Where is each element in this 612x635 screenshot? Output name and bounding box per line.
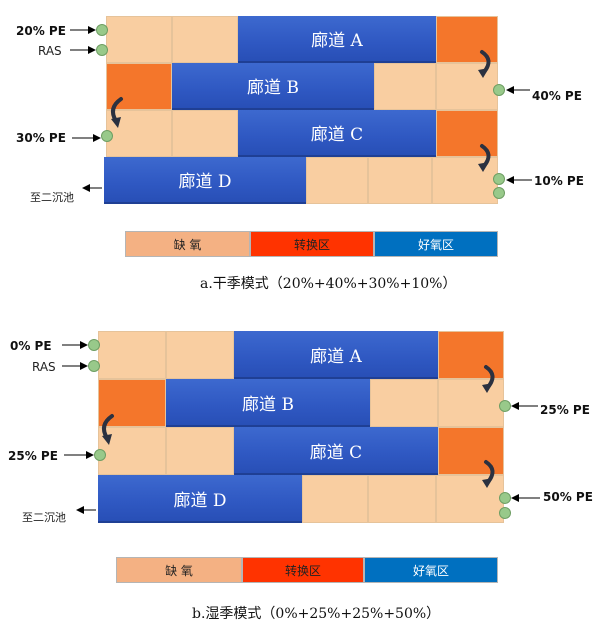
- feed-label-right-b: 25% PE: [540, 403, 590, 417]
- legend-transition: 转换区: [250, 231, 374, 257]
- feed-point: [96, 24, 108, 36]
- zone-anoxic: [172, 110, 238, 157]
- feed-point: [499, 400, 511, 412]
- zone-anoxic: [302, 475, 368, 523]
- legend-aerobic: 好氧区: [374, 231, 498, 257]
- feed-point: [94, 449, 106, 461]
- feed-point: [88, 360, 100, 372]
- zone-anoxic: [368, 157, 432, 204]
- feed-label-top: 0% PE: [10, 339, 52, 353]
- ras-label: RAS: [38, 44, 62, 58]
- feed-label-right-b: 40% PE: [532, 89, 582, 103]
- feed-point: [499, 492, 511, 504]
- zone-transition: [438, 331, 504, 379]
- zone-anoxic: [306, 157, 368, 204]
- zone-anoxic: [166, 331, 234, 379]
- corridor-d: 廊道 D: [98, 475, 302, 523]
- legend-anoxic: 缺 氧: [125, 231, 250, 257]
- feed-point: [499, 507, 511, 519]
- ras-label: RAS: [32, 360, 56, 374]
- legend-anoxic: 缺 氧: [116, 557, 242, 583]
- corridor-c: 廊道 C: [234, 427, 438, 475]
- feed-point: [88, 339, 100, 351]
- corridor-c: 廊道 C: [238, 110, 436, 157]
- legend-transition: 转换区: [242, 557, 364, 583]
- feed-point: [493, 84, 505, 96]
- outlet-label: 至二沉池: [30, 191, 74, 204]
- corridor-a: 廊道 A: [238, 16, 436, 63]
- zone-anoxic: [106, 16, 172, 63]
- caption-b: b.湿季模式（0%+25%+25%+50%）: [192, 606, 441, 622]
- feed-point: [493, 187, 505, 199]
- caption-a: a.干季模式（20%+40%+30%+10%）: [200, 276, 457, 292]
- zone-anoxic: [172, 16, 238, 63]
- turn-arrow: [110, 50, 491, 168]
- zone-anoxic: [438, 379, 504, 427]
- feed-point: [96, 44, 108, 56]
- feed-point: [101, 130, 113, 142]
- feed-label-right-d: 50% PE: [543, 490, 593, 504]
- zone-anoxic: [436, 63, 498, 110]
- feed-label-left-c: 30% PE: [16, 131, 66, 145]
- legend-aerobic: 好氧区: [364, 557, 498, 583]
- feed-label-right-d: 10% PE: [534, 174, 584, 188]
- turn-arrow: [101, 365, 495, 484]
- zone-anoxic: [368, 475, 436, 523]
- corridor-b: 廊道 B: [172, 63, 374, 110]
- zone-anoxic: [166, 427, 234, 475]
- corridor-a: 廊道 A: [234, 331, 438, 379]
- corridor-b: 廊道 B: [166, 379, 370, 427]
- zone-anoxic: [370, 379, 438, 427]
- feed-point: [493, 173, 505, 185]
- feed-label-top: 20% PE: [16, 24, 66, 38]
- feed-label-left-c: 25% PE: [8, 449, 58, 463]
- zone-anoxic: [98, 331, 166, 379]
- outlet-label: 至二沉池: [22, 511, 66, 524]
- corridor-d: 廊道 D: [104, 157, 306, 204]
- zone-anoxic: [374, 63, 436, 110]
